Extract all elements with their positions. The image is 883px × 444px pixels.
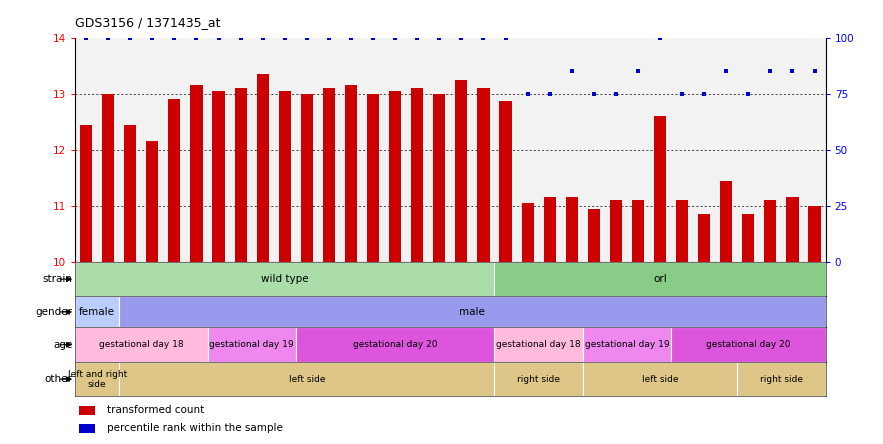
Bar bbox=[169, 99, 180, 262]
Bar bbox=[102, 94, 114, 262]
Text: other: other bbox=[44, 374, 72, 384]
Bar bbox=[544, 198, 555, 262]
Bar bbox=[765, 200, 776, 262]
Bar bbox=[301, 94, 313, 262]
Bar bbox=[588, 209, 600, 262]
Text: female: female bbox=[79, 307, 115, 317]
Bar bbox=[434, 94, 445, 262]
Text: orl: orl bbox=[653, 274, 667, 284]
Text: percentile rank within the sample: percentile rank within the sample bbox=[107, 423, 283, 433]
Text: gestational day 18: gestational day 18 bbox=[496, 340, 581, 349]
Bar bbox=[296, 328, 494, 362]
Text: age: age bbox=[53, 340, 72, 350]
Bar bbox=[809, 206, 820, 262]
Bar bbox=[75, 262, 494, 297]
Bar bbox=[698, 214, 710, 262]
Bar bbox=[75, 297, 119, 328]
Bar bbox=[147, 142, 158, 262]
Text: GDS3156 / 1371435_at: GDS3156 / 1371435_at bbox=[75, 16, 221, 28]
Bar bbox=[632, 200, 644, 262]
Bar bbox=[119, 362, 494, 396]
Bar bbox=[125, 125, 136, 262]
Bar bbox=[494, 262, 826, 297]
Bar bbox=[456, 80, 467, 262]
Bar bbox=[743, 214, 754, 262]
Bar bbox=[478, 88, 489, 262]
Text: transformed count: transformed count bbox=[107, 405, 204, 415]
Bar bbox=[79, 424, 95, 433]
Text: left side: left side bbox=[289, 375, 325, 384]
Text: wild type: wild type bbox=[261, 274, 308, 284]
Bar bbox=[213, 91, 224, 262]
Bar bbox=[566, 198, 577, 262]
Bar bbox=[583, 328, 671, 362]
Bar bbox=[522, 203, 533, 262]
Text: gestational day 18: gestational day 18 bbox=[99, 340, 184, 349]
Bar bbox=[737, 362, 826, 396]
Bar bbox=[494, 362, 583, 396]
Bar bbox=[345, 85, 357, 262]
Text: male: male bbox=[459, 307, 486, 317]
Bar bbox=[654, 116, 666, 262]
Text: gestational day 20: gestational day 20 bbox=[706, 340, 790, 349]
Bar bbox=[279, 91, 291, 262]
Bar bbox=[367, 94, 379, 262]
Bar bbox=[75, 362, 119, 396]
Bar bbox=[411, 88, 423, 262]
Bar bbox=[323, 88, 335, 262]
Text: gender: gender bbox=[35, 307, 72, 317]
Text: right side: right side bbox=[760, 375, 803, 384]
Bar bbox=[721, 181, 732, 262]
Bar bbox=[671, 328, 826, 362]
Text: gestational day 19: gestational day 19 bbox=[585, 340, 669, 349]
Bar bbox=[257, 74, 268, 262]
Bar bbox=[787, 198, 798, 262]
Bar bbox=[583, 362, 737, 396]
Bar bbox=[235, 88, 246, 262]
Text: gestational day 19: gestational day 19 bbox=[209, 340, 294, 349]
Text: strain: strain bbox=[42, 274, 72, 284]
Bar bbox=[494, 328, 583, 362]
Text: left side: left side bbox=[642, 375, 678, 384]
Bar bbox=[80, 125, 92, 262]
Bar bbox=[208, 328, 296, 362]
Text: left and right
side: left and right side bbox=[67, 369, 127, 389]
Bar bbox=[389, 91, 401, 262]
Bar bbox=[75, 328, 208, 362]
Bar bbox=[610, 200, 622, 262]
Text: right side: right side bbox=[517, 375, 560, 384]
Bar bbox=[676, 200, 688, 262]
Bar bbox=[191, 85, 202, 262]
Bar bbox=[79, 405, 95, 415]
Text: gestational day 20: gestational day 20 bbox=[353, 340, 437, 349]
Bar bbox=[500, 100, 511, 262]
